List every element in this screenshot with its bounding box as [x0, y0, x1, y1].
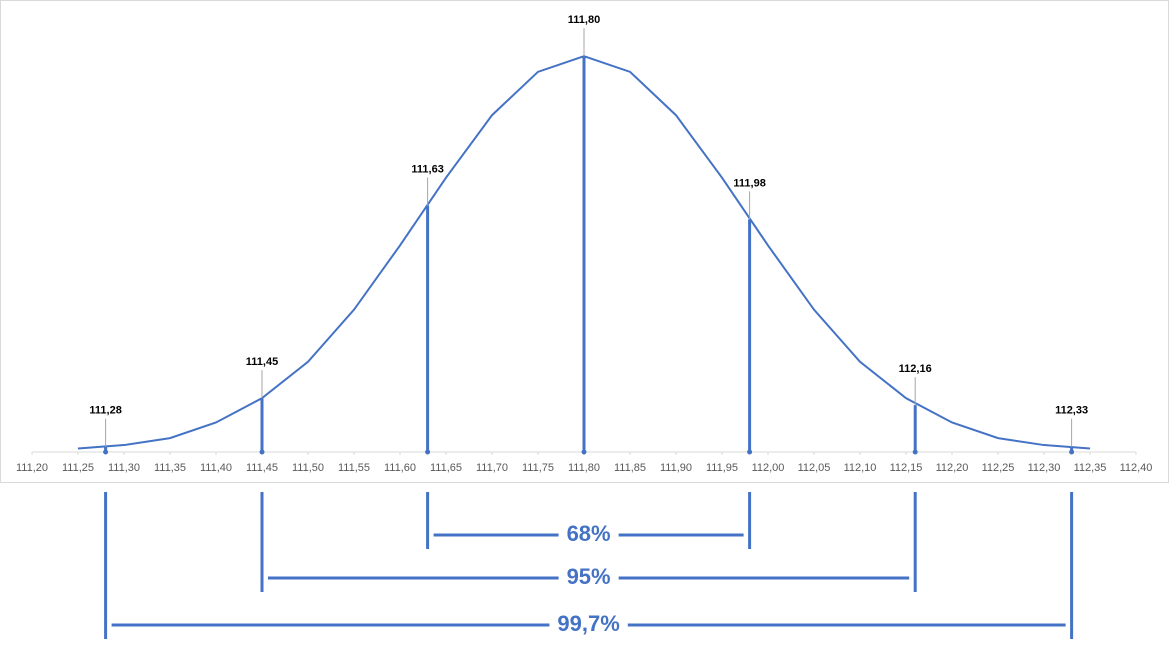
x-tick-label: 112,15 [890, 462, 923, 474]
x-tick-label: 112,00 [752, 462, 785, 474]
marker-label: 111,28 [89, 405, 121, 417]
marker-dot [259, 449, 265, 455]
x-tick-label: 111,35 [154, 462, 186, 474]
x-tick-label: 112,10 [844, 462, 877, 474]
marker-dot [581, 449, 587, 455]
x-tick-label: 111,40 [200, 462, 232, 474]
marker-dot [747, 449, 753, 455]
x-tick-label: 112,40 [1120, 462, 1153, 474]
x-tick-label: 111,75 [522, 462, 554, 474]
x-tick-label: 112,25 [982, 462, 1015, 474]
marker-dot [1069, 449, 1075, 455]
x-tick-label: 111,25 [62, 462, 94, 474]
marker-label: 111,80 [568, 14, 600, 26]
marker-dot [103, 449, 109, 455]
x-tick-label: 112,05 [798, 462, 831, 474]
interval-label: 68% [567, 521, 611, 546]
x-tick-label: 112,35 [1074, 462, 1107, 474]
x-tick-label: 111,80 [568, 462, 600, 474]
x-tick-label: 111,65 [430, 462, 462, 474]
marker-dot [912, 449, 918, 455]
marker-label: 112,33 [1055, 405, 1088, 417]
x-tick-label: 111,45 [246, 462, 278, 474]
x-tick-label: 111,95 [706, 462, 738, 474]
x-tick-label: 111,30 [108, 462, 140, 474]
x-tick-label: 111,55 [338, 462, 370, 474]
marker-label: 111,98 [733, 177, 765, 189]
marker-label: 111,45 [246, 356, 278, 368]
interval-label: 99,7% [557, 611, 619, 636]
x-tick-label: 111,85 [614, 462, 646, 474]
x-tick-label: 111,20 [16, 462, 48, 474]
x-tick-label: 111,70 [476, 462, 508, 474]
marker-label: 111,63 [411, 163, 443, 175]
x-tick-label: 112,20 [936, 462, 969, 474]
marker-label: 112,16 [899, 363, 932, 375]
x-tick-label: 111,60 [384, 462, 416, 474]
interval-label: 95% [567, 564, 611, 589]
marker-dot [425, 449, 431, 455]
x-tick-label: 112,30 [1028, 462, 1061, 474]
x-tick-label: 111,50 [292, 462, 324, 474]
x-tick-label: 111,90 [660, 462, 692, 474]
